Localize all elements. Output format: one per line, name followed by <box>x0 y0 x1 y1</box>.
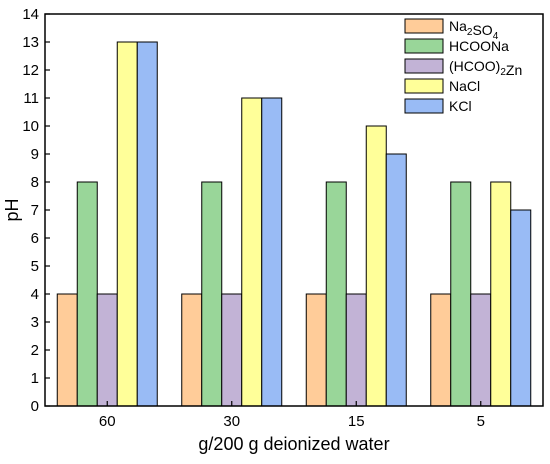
bar-na2so4-60 <box>56 293 78 407</box>
bar-na2so4-5 <box>430 293 452 407</box>
bar-nacl-15 <box>365 125 387 407</box>
bar-kcl-60 <box>136 41 158 407</box>
y-tick-label: 0 <box>31 398 39 415</box>
y-tick-label: 3 <box>31 314 39 331</box>
legend-swatch <box>404 98 444 114</box>
legend-label: HCOONa <box>449 38 509 54</box>
y-tick-label: 5 <box>31 258 39 275</box>
y-tick-label: 11 <box>23 90 39 107</box>
plot-bars <box>56 41 532 407</box>
y-tick-label: 12 <box>22 62 39 79</box>
bar--hcoo-2zn-30 <box>221 293 243 407</box>
legend-swatch <box>404 58 444 74</box>
x-axis-ticks: 60 30 15 5 <box>99 401 485 430</box>
bar-hcoona-60 <box>76 181 98 407</box>
x-tick-label: 60 <box>99 413 116 430</box>
y-tick-label: 6 <box>31 230 39 247</box>
legend-swatch <box>404 38 444 54</box>
bar--hcoo-2zn-60 <box>96 293 118 407</box>
bar-kcl-30 <box>261 97 283 407</box>
y-tick-label: 14 <box>22 6 39 23</box>
x-tick-label: 30 <box>223 413 240 430</box>
bar--hcoo-2zn-5 <box>470 293 492 407</box>
x-tick-label: 15 <box>348 413 365 430</box>
x-axis-label: g/200 g deionized water <box>198 434 389 454</box>
legend-swatch <box>404 78 444 94</box>
y-tick-label: 7 <box>31 202 39 219</box>
y-tick-label: 1 <box>31 370 39 387</box>
bar-nacl-60 <box>116 41 138 407</box>
y-tick-label: 13 <box>22 34 39 51</box>
y-axis-label: pH <box>2 198 22 221</box>
bar-kcl-15 <box>385 153 407 407</box>
x-tick-label: 5 <box>477 413 485 430</box>
bar-na2so4-15 <box>305 293 327 407</box>
bar-nacl-30 <box>241 97 263 407</box>
bar-kcl-5 <box>510 209 532 407</box>
bar--hcoo-2zn-15 <box>345 293 367 407</box>
legend-label: Na2SO4 <box>449 18 499 42</box>
legend-label: KCl <box>449 98 472 114</box>
bar-hcoona-30 <box>201 181 223 407</box>
y-tick-label: 10 <box>22 118 39 135</box>
bar-nacl-5 <box>490 181 512 407</box>
bar-hcoona-5 <box>450 181 472 407</box>
bar-hcoona-15 <box>325 181 347 407</box>
y-tick-label: 2 <box>31 342 39 359</box>
legend-label: NaCl <box>449 78 480 94</box>
y-tick-label: 8 <box>31 174 39 191</box>
legend-swatch <box>404 18 444 34</box>
legend-label: (HCOO)2Zn <box>449 58 522 78</box>
y-tick-label: 4 <box>31 286 39 303</box>
y-tick-label: 9 <box>31 146 39 163</box>
bar-na2so4-30 <box>181 293 203 407</box>
